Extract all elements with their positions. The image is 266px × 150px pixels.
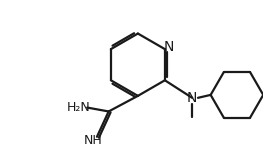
Text: N: N bbox=[164, 40, 174, 54]
Text: H₂N: H₂N bbox=[66, 101, 90, 114]
Text: NH: NH bbox=[84, 134, 102, 147]
Text: N: N bbox=[187, 91, 197, 105]
